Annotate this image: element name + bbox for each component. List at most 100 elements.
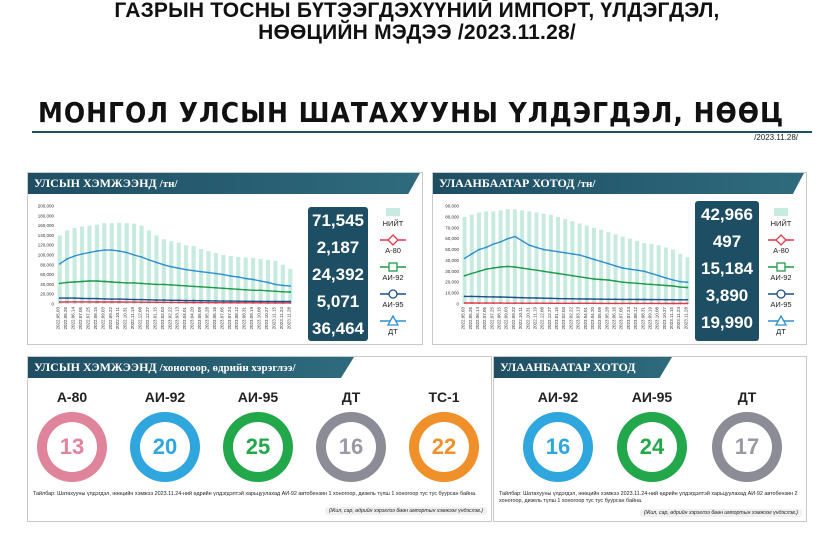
days-tc1-value: 22 <box>419 422 469 472</box>
national-point-4 <box>185 268 188 271</box>
ub-point-1 <box>686 302 689 305</box>
ub-point-1 <box>470 302 473 304</box>
national-bar-total <box>161 239 166 304</box>
national-point-1 <box>192 301 195 304</box>
ub-xtick: 2022.11.19 <box>532 307 537 330</box>
national-point-3 <box>118 298 121 300</box>
national-stock-chart: 200,000 180,000 160,000 140,000 120,000 100,0… <box>38 204 293 330</box>
national-point-4 <box>118 250 121 252</box>
ub-bar-total <box>613 234 618 304</box>
ub-ytick: 50,000 <box>445 247 459 252</box>
national-bar-total <box>221 255 226 304</box>
ub-point-3 <box>585 298 588 300</box>
ub-point-1 <box>643 302 646 305</box>
ub-point-3 <box>650 298 653 301</box>
ub-point-2 <box>549 271 552 274</box>
ub-legend-label: ДТ <box>776 327 786 336</box>
ub-days-panel: УЛААНБААТАР ХОТОД АИ-92 16 АИ-95 24 ДТ 1… <box>493 356 807 522</box>
national-stock-header: УЛСЫН ХЭМЖЭЭНД /тн/ <box>28 173 420 194</box>
ub-stock-chart: 90,000 80,000 70,000 60,000 50,000 40,000 30,0… <box>445 204 690 330</box>
national-point-4 <box>96 250 98 252</box>
national-days-header: УЛСЫН ХЭМЖЭЭНД /хоногоор, өдрийн хэрэглэ… <box>28 357 354 378</box>
ub-point-3 <box>571 297 574 300</box>
national-bar-total <box>154 235 159 304</box>
national-point-1 <box>274 301 277 304</box>
national-point-2 <box>133 282 135 284</box>
national-total-ai92: 24,392 <box>312 265 364 284</box>
ub-xtick: 2023.02.03 <box>561 307 566 330</box>
national-xtick: 2022.05.03 <box>56 307 61 330</box>
ub-line-4 <box>464 235 688 283</box>
national-point-2 <box>259 289 262 292</box>
ub-point-1 <box>578 302 581 305</box>
national-point-2 <box>118 281 121 284</box>
ub-xtick: 2023.11.28 <box>683 307 688 330</box>
national-ytick: 0 <box>51 302 54 307</box>
national-legend-label: АИ-95 <box>382 300 404 309</box>
ub-xtick: 2022.12.27 <box>547 307 552 330</box>
national-point-1 <box>140 301 143 304</box>
national-point-1 <box>215 301 217 304</box>
ub-point-2 <box>506 265 509 268</box>
ub-point-1 <box>621 302 624 305</box>
national-bar-total <box>94 224 99 304</box>
ub-point-2 <box>528 268 531 271</box>
ub-point-4 <box>614 264 617 267</box>
national-point-1 <box>222 301 225 304</box>
ub-point-2 <box>564 273 567 276</box>
national-point-1 <box>162 301 165 304</box>
national-xtick: 2022.05.26 <box>63 307 68 330</box>
page-title-line1: ГАЗРЫН ТОСНЫ БҮТЭЭГДЭХҮҮНИЙ ИМПОРТ, ҮЛДЭ… <box>114 0 720 22</box>
national-point-4 <box>281 284 284 287</box>
national-bar-total <box>198 249 204 304</box>
ub-days-title: УЛААНБААТАР ХОТОД <box>500 360 636 374</box>
ub-point-4 <box>557 250 559 253</box>
ub-point-4 <box>492 243 495 246</box>
national-bar-total <box>117 222 122 304</box>
ub-legend-label: НИЙТ <box>770 219 792 228</box>
national-ytick: 60,000 <box>40 272 54 277</box>
ub-point-4 <box>521 239 523 242</box>
national-point-4 <box>140 256 143 258</box>
ub-bar-total <box>534 212 539 304</box>
national-point-2 <box>252 289 254 292</box>
national-bar-total <box>132 223 137 304</box>
ub-point-2 <box>571 274 574 277</box>
ub-point-4 <box>514 235 516 238</box>
ub-xtick: 2022.07.25 <box>489 307 494 330</box>
national-point-1 <box>177 301 180 304</box>
ub-point-2 <box>557 272 559 275</box>
national-xtick: 2023.07.05 <box>219 307 224 330</box>
ub-point-2 <box>643 282 646 285</box>
ub-point-4 <box>621 267 624 269</box>
ub-days-header: УЛААНБААТАР ХОТОД <box>494 357 672 378</box>
ub-days-ai92-value: 16 <box>533 422 583 472</box>
national-xtick: 2023.02.22 <box>167 307 172 330</box>
ub-bar-total <box>491 211 496 304</box>
national-point-4 <box>58 262 61 265</box>
national-point-4 <box>103 249 106 251</box>
ub-legend-item: НИЙТ <box>766 206 798 233</box>
days-dt-ring: 16 <box>316 412 386 482</box>
ub-point-1 <box>506 302 509 305</box>
ub-point-1 <box>499 302 502 305</box>
ub-bar-total <box>512 209 517 304</box>
national-point-3 <box>267 300 269 303</box>
national-xtick: 2023.05.09 <box>197 307 202 330</box>
national-line-2 <box>59 280 291 293</box>
national-point-2 <box>148 283 150 285</box>
national-point-3 <box>125 298 128 301</box>
ub-point-3 <box>499 296 502 298</box>
ub-point-1 <box>514 302 516 305</box>
national-bar-total <box>228 255 233 304</box>
national-days-source: (Жил, сар, өдрийн хэрэглээ бөөн импортын… <box>324 507 487 515</box>
national-point-3 <box>281 300 284 303</box>
ub-point-2 <box>542 270 545 273</box>
ub-bar-total <box>527 211 532 304</box>
national-point-4 <box>162 263 165 266</box>
days-ai92-value: 20 <box>140 422 190 472</box>
national-point-4 <box>192 269 195 272</box>
ub-point-2 <box>463 274 466 277</box>
national-point-1 <box>244 301 247 304</box>
ub-ytick: 10,000 <box>445 291 459 296</box>
